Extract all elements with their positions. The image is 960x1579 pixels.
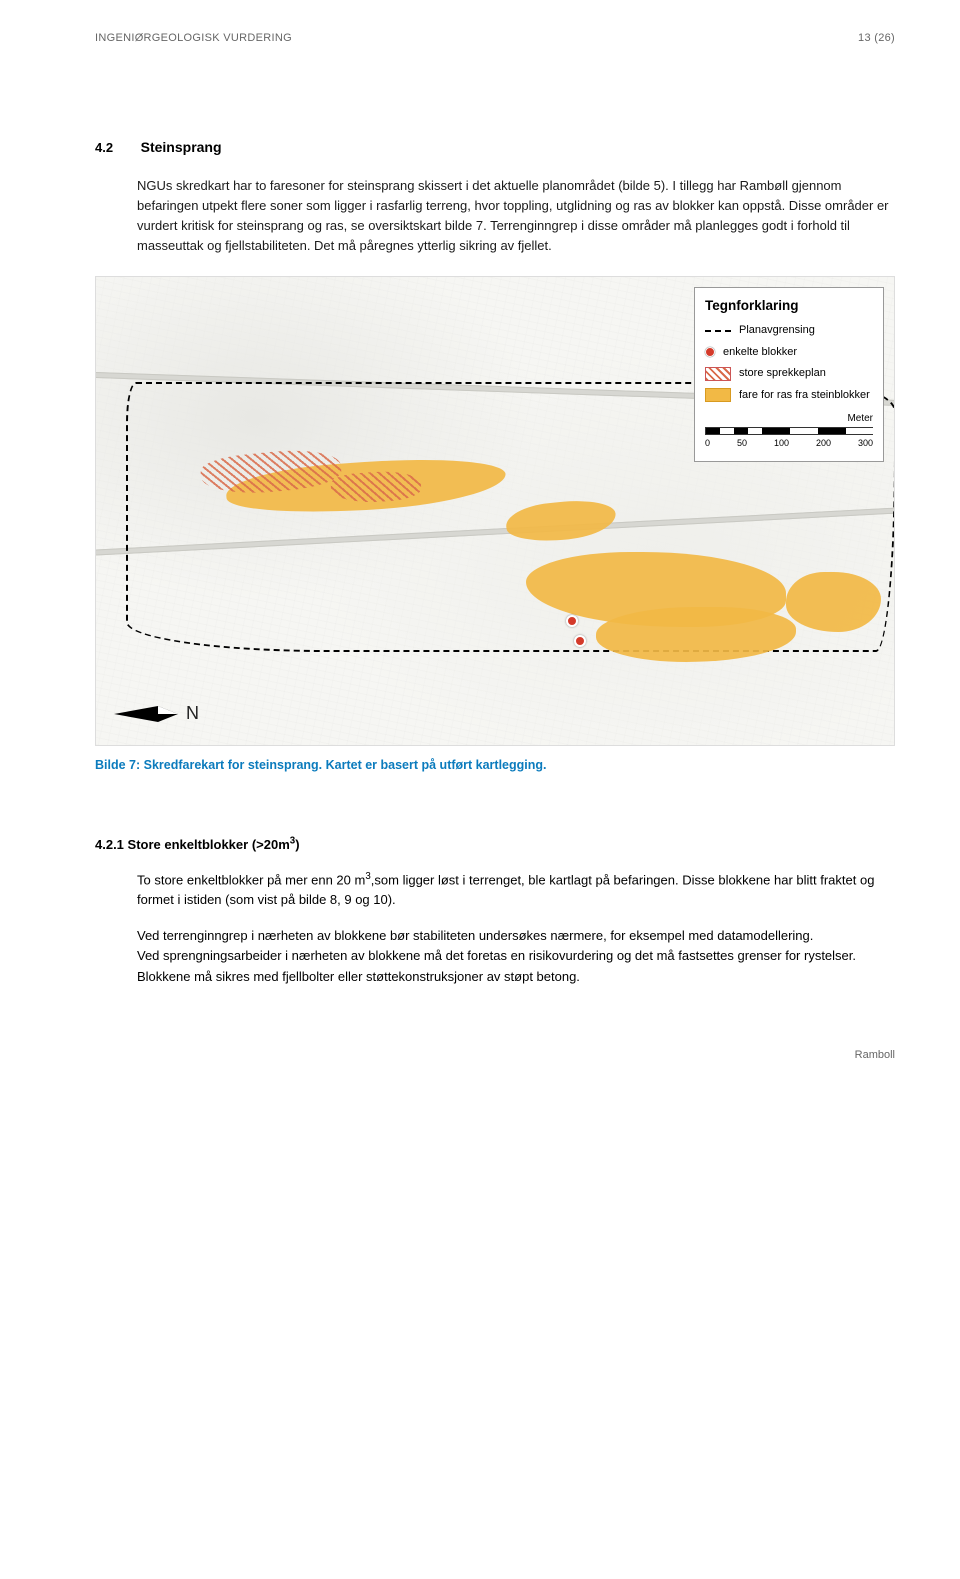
legend-title: Tegnforklaring <box>705 296 873 316</box>
scale-tick: 50 <box>737 437 747 451</box>
page: INGENIØRGEOLOGISK VURDERING 13 (26) 4.2 … <box>0 0 960 1103</box>
hazard-area <box>786 572 881 632</box>
subsection-paragraph: Ved terrenginngrep i nærheten av blokken… <box>137 926 895 946</box>
page-header: INGENIØRGEOLOGISK VURDERING 13 (26) <box>95 30 895 47</box>
page-number: 13 (26) <box>858 30 895 47</box>
subsection-title-text: Store enkeltblokker (>20m <box>128 837 290 852</box>
section-title: Steinsprang <box>141 139 222 155</box>
legend-label: Planavgrensing <box>739 322 815 339</box>
legend-row: Planavgrensing <box>705 322 873 339</box>
subsection-number: 4.2.1 <box>95 835 124 855</box>
scale-unit: Meter <box>705 411 873 426</box>
para-text: To store enkeltblokker på mer enn 20 m <box>137 872 365 887</box>
legend-swatch-hatch <box>705 367 731 381</box>
subsection-paragraph: To store enkeltblokker på mer enn 20 m3,… <box>137 869 895 911</box>
subsection-heading: 4.2.1 Store enkeltblokker (>20m3) <box>95 835 895 855</box>
legend-row: enkelte blokker <box>705 344 873 361</box>
block-marker <box>574 635 586 647</box>
scale-bar-graphic <box>705 427 873 435</box>
block-marker <box>566 615 578 627</box>
legend-label: store sprekkeplan <box>739 365 826 382</box>
scale-bar: Meter 0 50 100 <box>705 411 873 451</box>
figure-caption: Bilde 7: Skredfarekart for steinsprang. … <box>95 756 895 775</box>
arrow-icon <box>114 702 178 726</box>
map-legend: Tegnforklaring Planavgrensing enkelte bl… <box>694 287 884 462</box>
section-number: 4.2 <box>95 138 137 158</box>
legend-swatch-boundary <box>705 330 731 332</box>
subsection-title-suffix: ) <box>295 837 299 852</box>
section-heading: 4.2 Steinsprang <box>95 137 895 158</box>
legend-label: fare for ras fra steinblokker <box>739 387 870 404</box>
scale-ticks: 0 50 100 200 300 <box>705 437 873 451</box>
legend-row: store sprekkeplan <box>705 365 873 382</box>
scale-tick: 0 <box>705 437 710 451</box>
scale-tick: 200 <box>816 437 831 451</box>
section-paragraph: NGUs skredkart har to faresoner for stei… <box>137 176 895 257</box>
doc-title: INGENIØRGEOLOGISK VURDERING <box>95 30 292 47</box>
figure: N Tegnforklaring Planavgrensing enkelte … <box>95 276 895 775</box>
legend-row: fare for ras fra steinblokker <box>705 387 873 404</box>
page-footer: Ramboll <box>95 1047 895 1064</box>
north-label: N <box>186 700 199 727</box>
subsection-title: Store enkeltblokker (>20m3) <box>128 837 300 852</box>
subsection-paragraph: Ved sprengningsarbeider i nærheten av bl… <box>137 946 895 986</box>
map-figure: N Tegnforklaring Planavgrensing enkelte … <box>95 276 895 746</box>
legend-swatch-orange <box>705 388 731 402</box>
legend-swatch-dot <box>705 347 715 357</box>
scale-tick: 300 <box>858 437 873 451</box>
legend-label: enkelte blokker <box>723 344 797 361</box>
scale-tick: 100 <box>774 437 789 451</box>
north-arrow: N <box>114 700 199 727</box>
